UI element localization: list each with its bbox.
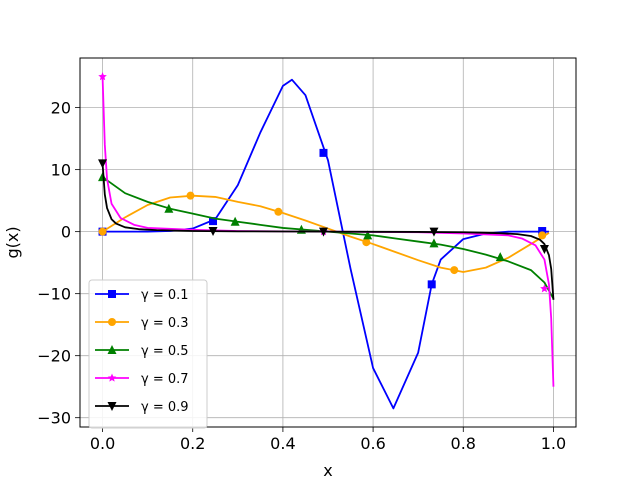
data-point [318, 227, 328, 237]
data-point [98, 72, 107, 81]
data-point [427, 280, 436, 289]
series-line [101, 163, 555, 300]
legend-label: γ = 0.3 [141, 316, 189, 331]
x-tick-label: 0.6 [360, 434, 385, 453]
legend-item: γ = 0.3 [95, 316, 189, 331]
legend-swatch-marker [107, 402, 117, 411]
x-axis-label: x [323, 461, 332, 480]
data-point [319, 148, 328, 157]
data-point [429, 238, 439, 248]
x-tick-label: 0.8 [451, 434, 476, 453]
y-tick-label: 20 [51, 99, 71, 118]
data-point [98, 159, 108, 169]
legend-label: γ = 0.1 [141, 288, 189, 303]
data-point [495, 252, 505, 262]
series-line [102, 194, 550, 273]
y-tick-label: 10 [51, 161, 71, 180]
series-5 [98, 159, 555, 300]
x-tick-label: 0.4 [270, 434, 295, 453]
data-point [540, 284, 549, 293]
data-point [429, 227, 439, 237]
legend-item: γ = 0.5 [95, 344, 189, 359]
y-tick-label: −30 [37, 409, 71, 428]
data-point [539, 245, 549, 255]
y-axis-label: g(x) [3, 226, 22, 258]
y-tick-label: 0 [61, 223, 71, 242]
legend-swatch-marker [107, 345, 117, 354]
plot-frame [79, 57, 577, 428]
data-point [230, 216, 240, 226]
legend-item: γ = 0.7 [95, 372, 189, 387]
series-layer [98, 72, 555, 410]
legend-label: γ = 0.7 [141, 372, 189, 387]
data-point [538, 231, 547, 240]
data-point [186, 191, 195, 200]
x-tick-label: 0.0 [90, 434, 115, 453]
x-tick-label: 0.2 [180, 434, 205, 453]
data-point [208, 227, 218, 237]
data-point [538, 227, 547, 236]
legend-swatch-marker [108, 318, 116, 326]
legend: γ = 0.1 γ = 0.3 γ = 0.5 γ = 0.7 γ = 0.9 [88, 279, 208, 429]
y-tick-label: −10 [37, 285, 71, 304]
legend-item: γ = 0.9 [95, 400, 189, 415]
x-tick-label: 1.0 [541, 434, 566, 453]
y-tick-label: −20 [37, 347, 71, 366]
legend-swatch-marker [107, 373, 117, 382]
legend-label: γ = 0.9 [141, 400, 189, 415]
data-point [209, 217, 218, 226]
legend-box [88, 279, 208, 429]
data-point [363, 230, 373, 240]
legend-label: γ = 0.5 [141, 344, 189, 359]
data-point [98, 172, 108, 182]
axis-ticks: 0.0 0.2 0.4 0.6 0.8 1.0 −30 −20 −10 0 10 20 [37, 99, 566, 453]
legend-item: γ = 0.1 [95, 288, 189, 303]
data-point [274, 207, 283, 216]
legend-swatch-marker [108, 290, 116, 298]
series-2 [98, 191, 550, 275]
data-point [362, 238, 371, 247]
data-point [164, 203, 174, 213]
data-point [450, 266, 459, 275]
data-point [98, 227, 107, 236]
